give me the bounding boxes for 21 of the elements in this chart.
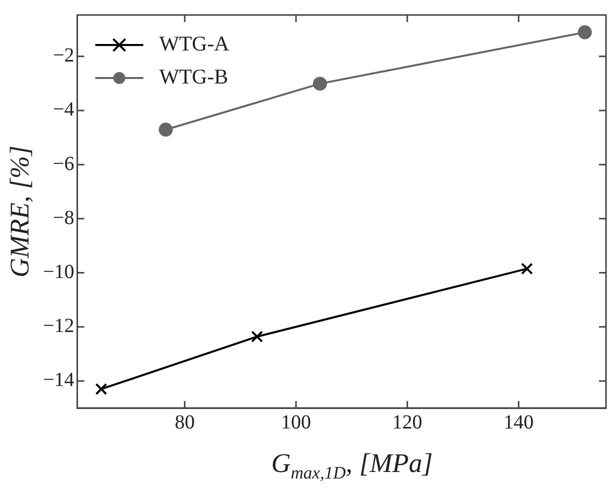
y-tick-label: −2 <box>53 44 74 67</box>
point <box>95 383 108 396</box>
legend-label: WTG-A <box>159 32 230 56</box>
x-tick-label: 140 <box>504 411 534 434</box>
y-tick-label: −6 <box>53 152 74 175</box>
point <box>158 122 173 137</box>
y-tick-label: −4 <box>53 98 74 121</box>
point <box>251 330 263 343</box>
x-tick-label: 100 <box>281 411 312 434</box>
x-tick-label: 120 <box>392 411 422 434</box>
point <box>521 262 533 275</box>
y-tick-label: −10 <box>43 261 74 284</box>
y-tick-label: −14 <box>43 369 74 392</box>
x-tick-label: 80 <box>174 411 195 434</box>
x-axis-title: G$_{max,1D}$, [MPa] <box>270 448 434 484</box>
y-tick-label: −12 <box>43 315 74 338</box>
point <box>578 25 592 40</box>
point <box>312 76 327 91</box>
y-tick-label: −8 <box>53 206 74 229</box>
y-axis-title: GMRE, [%] <box>4 144 36 280</box>
legend-label: WTG-B <box>159 64 228 89</box>
